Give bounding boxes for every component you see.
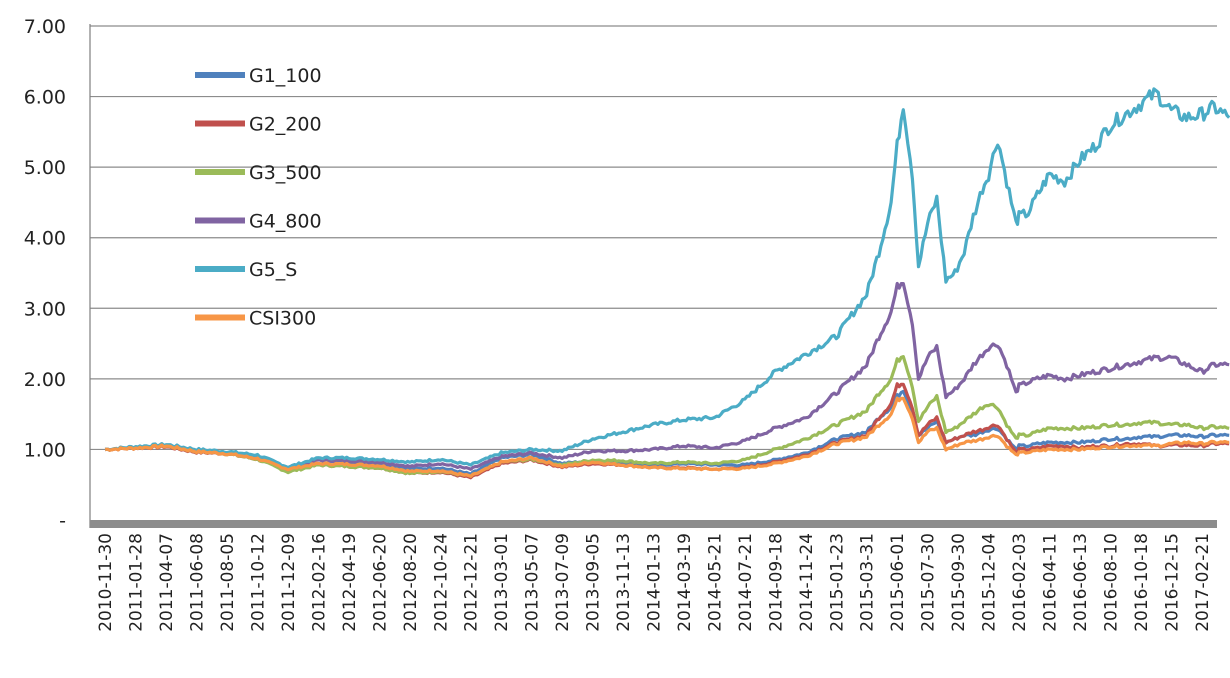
series-lines <box>104 87 1230 480</box>
x-tick-label-12: 2012-12-21 <box>462 533 482 632</box>
x-axis: 2010-11-30 2011-01-28 2011-04-07 2011-06-08… <box>90 520 1217 632</box>
x-tick-label-17: 2013-11-13 <box>614 533 634 632</box>
x-tick-label-4: 2011-08-05 <box>218 533 238 632</box>
x-tick-label-28: 2015-09-30 <box>949 533 969 632</box>
x-tick-label-20: 2014-05-21 <box>705 533 725 632</box>
x-tick-label-29: 2015-12-04 <box>980 533 1000 632</box>
x-tick-label-13: 2013-03-01 <box>492 533 512 632</box>
x-tick-label-22: 2014-09-18 <box>766 533 786 632</box>
x-tick-label-30: 2016-02-03 <box>1010 533 1030 632</box>
y-tick-label-1: 1.00 <box>24 439 66 461</box>
legend-label-g2_200: G2_200 <box>249 114 322 136</box>
x-tick-label-33: 2016-08-10 <box>1101 533 1121 632</box>
x-tick-label-11: 2012-10-24 <box>431 533 451 632</box>
y-tick-label-5: 5.00 <box>24 157 66 179</box>
y-tick-label-7: 7.00 <box>24 16 66 38</box>
x-tick-label-27: 2015-07-30 <box>919 533 939 632</box>
x-tick-label-1: 2011-01-28 <box>127 533 147 632</box>
gridlines <box>90 25 1217 451</box>
x-tick-label-19: 2014-03-19 <box>675 533 695 632</box>
x-tick-label-23: 2014-11-24 <box>797 533 817 632</box>
y-tick-label-4: 4.00 <box>24 228 66 250</box>
x-tick-label-7: 2012-02-16 <box>309 533 329 632</box>
x-tick-label-34: 2016-10-18 <box>1132 533 1152 632</box>
x-tick-label-6: 2011-12-09 <box>279 533 299 632</box>
x-tick-label-24: 2015-01-23 <box>827 533 847 632</box>
y-tick-label-6: 6.00 <box>24 87 66 109</box>
x-tick-label-3: 2011-06-08 <box>188 533 208 632</box>
x-tick-label-5: 2011-10-12 <box>249 533 269 632</box>
y-tick-label-3: 3.00 <box>24 298 66 320</box>
legend-label-csi300: CSI300 <box>249 308 316 330</box>
series-line-g5_s <box>104 87 1230 470</box>
x-tick-label-26: 2015-06-01 <box>888 533 908 632</box>
x-tick-label-2: 2011-04-07 <box>157 533 177 632</box>
legend-label-g4_800: G4_800 <box>249 211 322 233</box>
x-axis-tick-band <box>90 520 1217 528</box>
x-tick-label-8: 2012-04-19 <box>340 533 360 632</box>
legend-label-g1_100: G1_100 <box>249 65 322 87</box>
x-tick-label-36: 2017-02-21 <box>1193 533 1213 632</box>
x-tick-label-9: 2012-06-20 <box>370 533 390 632</box>
x-tick-label-18: 2014-01-13 <box>645 533 665 632</box>
x-tick-label-31: 2016-04-11 <box>1040 533 1060 632</box>
x-tick-label-35: 2016-12-15 <box>1162 533 1182 632</box>
x-tick-label-14: 2013-05-07 <box>523 533 543 632</box>
x-tick-label-16: 2013-09-05 <box>584 533 604 632</box>
x-tick-label-32: 2016-06-13 <box>1071 533 1091 632</box>
y-axis: - 1.00 2.00 3.00 4.00 5.00 6.00 7.00 <box>24 16 91 532</box>
x-tick-label-10: 2012-08-20 <box>401 533 421 632</box>
legend-label-g3_500: G3_500 <box>249 162 322 184</box>
y-tick-label-0: - <box>59 510 66 532</box>
x-tick-label-21: 2014-07-21 <box>736 533 756 632</box>
series-line-g3_500 <box>104 355 1230 478</box>
x-tick-label-15: 2013-07-09 <box>553 533 573 632</box>
legend-label-g5_s: G5_S <box>249 259 297 281</box>
series-line-csi300 <box>104 396 1230 478</box>
x-tick-label-0: 2010-11-30 <box>96 533 116 632</box>
y-tick-label-2: 2.00 <box>24 369 66 391</box>
legend: G1_100 G2_200 G3_500 G4_800 G5_S CSI300 <box>195 65 322 330</box>
x-tick-label-25: 2015-03-31 <box>858 533 878 632</box>
